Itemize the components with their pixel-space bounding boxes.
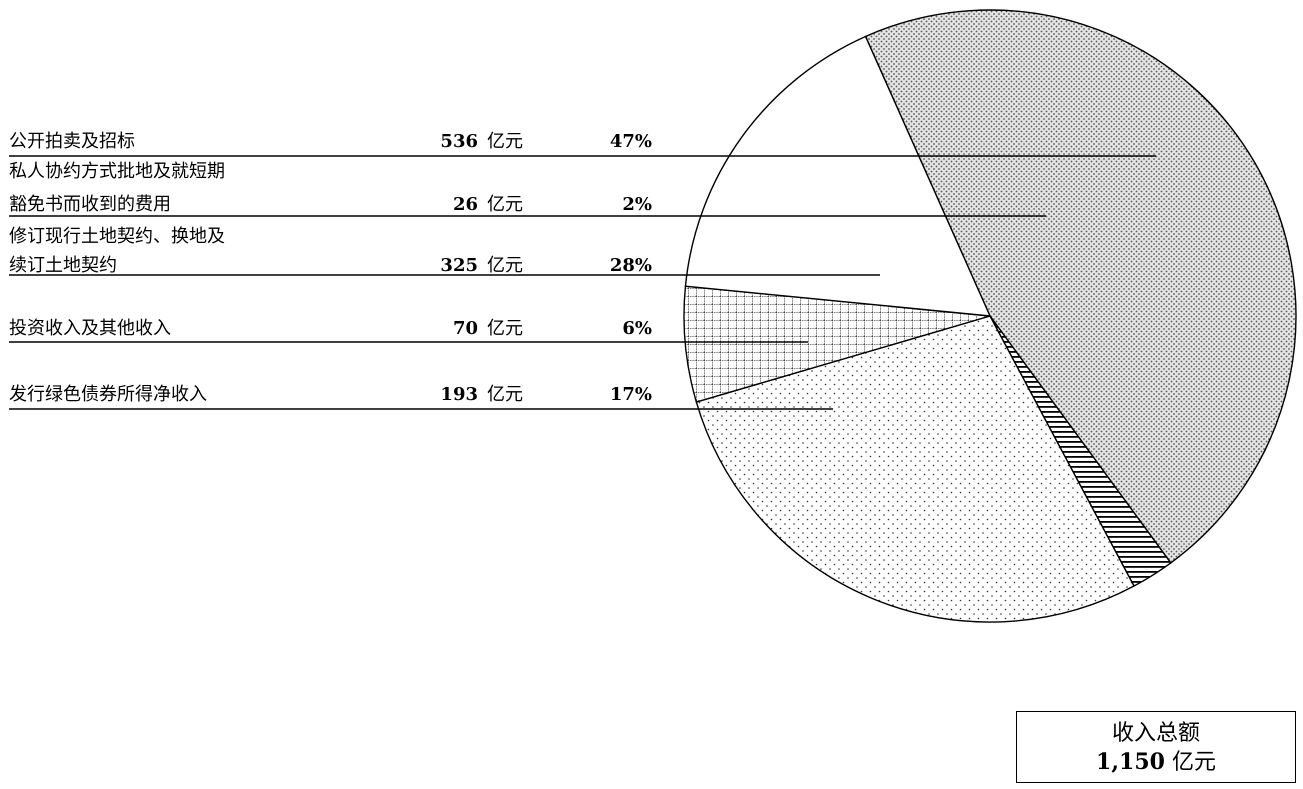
slice-value-4: 70: [453, 318, 478, 339]
slice-label-1-line-1: 公开拍卖及招标: [9, 131, 135, 152]
slice-unit-2: 亿元: [487, 194, 523, 215]
slice-label-2-line-1: 私人协约方式批地及就短期: [9, 161, 225, 182]
slice-value-5: 193: [440, 384, 478, 405]
slice-label-2-line-2: 豁免书而收到的费用: [9, 194, 171, 215]
slice-unit-5: 亿元: [487, 384, 523, 405]
pie-slice-4: [683, 285, 991, 403]
slice-value-2: 26: [453, 194, 478, 215]
slice-value-3: 325: [440, 255, 478, 276]
slice-percent-1: 47%: [610, 131, 652, 152]
total-revenue-unit: 亿元: [1171, 750, 1216, 775]
slice-value-1: 536: [440, 131, 478, 152]
pie-slice-1: [864, 9, 1297, 564]
total-revenue-amount: 1,150: [1096, 749, 1165, 775]
slice-unit-3: 亿元: [487, 255, 523, 276]
slice-label-4-line-1: 投资收入及其他收入: [9, 318, 171, 339]
slice-percent-3: 28%: [610, 255, 652, 276]
slice-label-3-line-2: 续订土地契约: [9, 255, 117, 276]
total-revenue-box: 收入总额 1,150 亿元: [1016, 711, 1296, 783]
slice-percent-2: 2%: [622, 194, 652, 215]
slice-percent-5: 17%: [610, 384, 652, 405]
pie-slice-3: [695, 315, 1135, 623]
total-revenue-value-line: 1,150 亿元: [1017, 748, 1295, 777]
slice-label-3-line-1: 修订现行土地契约、换地及: [9, 226, 225, 247]
pie-slice-5: [684, 35, 992, 317]
slice-unit-4: 亿元: [487, 318, 523, 339]
slice-unit-1: 亿元: [487, 131, 523, 152]
slice-percent-4: 6%: [622, 318, 652, 339]
total-revenue-label: 收入总额: [1111, 721, 1200, 746]
slice-label-5-line-1: 发行绿色债券所得净收入: [9, 384, 207, 405]
